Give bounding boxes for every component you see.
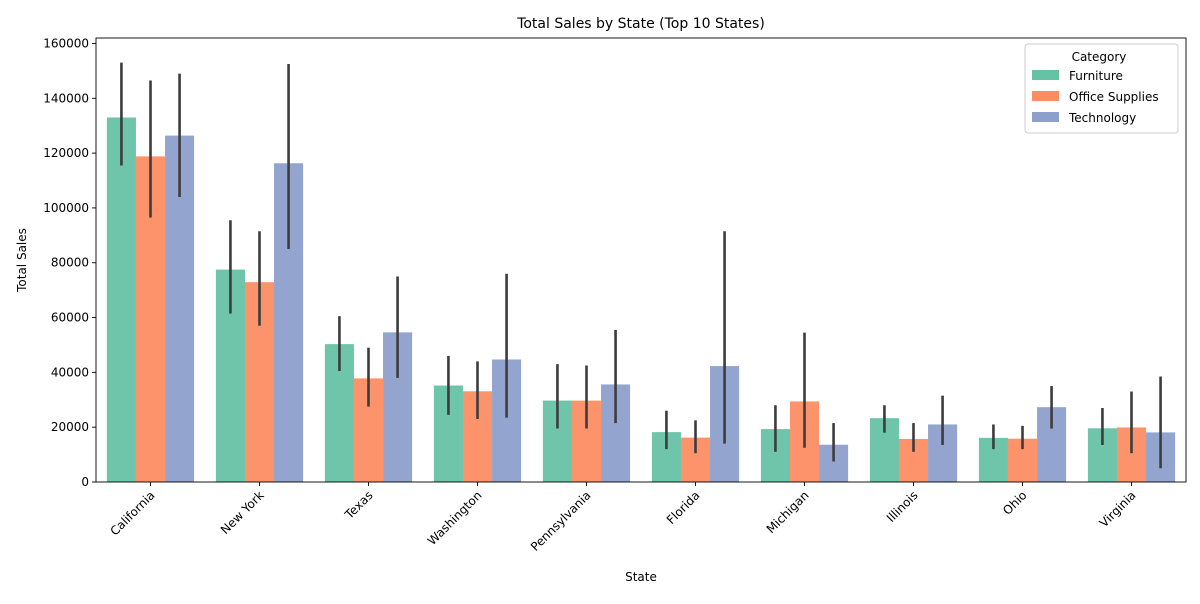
x-tick-label-illinois: Illinois [884, 488, 921, 525]
x-axis: California New York Texas Washington Pennsyl… [107, 482, 1139, 554]
x-tick-label-washington: Washington [425, 488, 485, 548]
x-tick-label-texas: Texas [342, 488, 376, 522]
y-tick-label: 120000 [43, 146, 89, 160]
y-axis-label: Total Sales [15, 228, 29, 293]
y-tick-label: 60000 [51, 311, 89, 325]
x-tick-label-virginia: Virginia [1097, 488, 1139, 530]
legend-swatch-furniture [1032, 70, 1059, 80]
bars-layer [106, 117, 1176, 483]
x-tick-label-california: California [107, 488, 157, 538]
legend-frame [1024, 43, 1179, 134]
y-tick-label: 160000 [43, 36, 89, 50]
y-tick-label: 80000 [51, 256, 89, 270]
legend: Category Furniture Office Supplies Technol… [1024, 43, 1179, 134]
x-tick-label-pennsylvania: Pennsylvania [528, 488, 594, 554]
legend-swatch-office-supplies [1032, 91, 1059, 101]
y-axis: 0 20000 40000 60000 80000 100000 120000 140000 1… [43, 36, 96, 489]
legend-label-technology: Technology [1068, 111, 1136, 125]
y-tick-label: 40000 [51, 365, 89, 379]
y-tick-label: 100000 [43, 201, 89, 215]
x-tick-label-new-york: New York [218, 488, 267, 537]
bar-california-furniture [106, 117, 136, 483]
y-tick-label: 20000 [51, 420, 89, 434]
x-tick-label-ohio: Ohio [1000, 488, 1030, 518]
x-tick-label-florida: Florida [664, 488, 703, 527]
x-axis-label: State [625, 570, 657, 584]
y-tick-label: 140000 [43, 91, 89, 105]
plot-frame [95, 37, 1187, 483]
chart-title: Total Sales by State (Top 10 States) [516, 16, 765, 32]
y-tick-label: 0 [81, 475, 89, 489]
legend-label-furniture: Furniture [1069, 69, 1123, 83]
x-tick-label-michigan: Michigan [764, 488, 812, 536]
legend-swatch-technology [1032, 112, 1059, 122]
error-bars-layer [120, 62, 1162, 469]
legend-title: Category [1072, 50, 1127, 64]
legend-label-office-supplies: Office Supplies [1069, 90, 1159, 104]
